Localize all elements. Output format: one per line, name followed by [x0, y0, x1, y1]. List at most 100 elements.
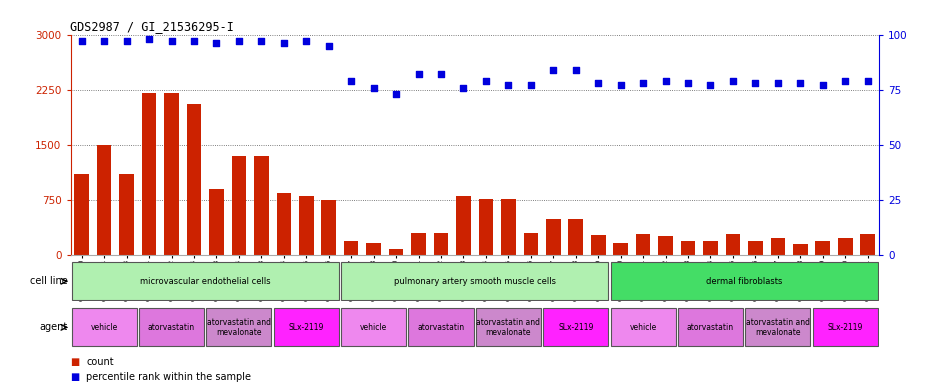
- Text: SLx-2119: SLx-2119: [827, 323, 863, 332]
- Bar: [456, 197, 471, 255]
- Bar: [546, 219, 560, 255]
- Text: agent: agent: [39, 322, 68, 333]
- Text: pulmonary artery smooth muscle cells: pulmonary artery smooth muscle cells: [394, 277, 556, 286]
- Bar: [344, 241, 358, 255]
- Point: [590, 80, 605, 86]
- Bar: [433, 233, 448, 255]
- Text: ■: ■: [70, 357, 80, 367]
- Bar: [412, 233, 426, 255]
- Point: [748, 80, 763, 86]
- FancyBboxPatch shape: [409, 308, 474, 346]
- Bar: [569, 219, 583, 255]
- Point: [860, 78, 875, 84]
- Bar: [254, 156, 269, 255]
- Point: [658, 78, 673, 84]
- Point: [726, 78, 741, 84]
- Point: [478, 78, 494, 84]
- Point: [142, 36, 157, 42]
- Text: atorvastatin and
mevalonate: atorvastatin and mevalonate: [745, 318, 810, 337]
- Point: [681, 80, 696, 86]
- Point: [231, 38, 246, 44]
- Bar: [299, 197, 314, 255]
- Bar: [524, 233, 538, 255]
- Bar: [614, 243, 628, 255]
- Bar: [187, 104, 201, 255]
- Bar: [860, 234, 875, 255]
- Point: [635, 80, 650, 86]
- Bar: [726, 234, 740, 255]
- FancyBboxPatch shape: [71, 262, 338, 300]
- FancyBboxPatch shape: [139, 308, 204, 346]
- Text: SLx-2119: SLx-2119: [289, 323, 324, 332]
- Bar: [501, 199, 516, 255]
- Bar: [74, 174, 89, 255]
- Bar: [748, 242, 762, 255]
- Bar: [658, 236, 673, 255]
- FancyBboxPatch shape: [71, 308, 136, 346]
- Point: [209, 40, 224, 46]
- Text: vehicle: vehicle: [90, 323, 118, 332]
- Bar: [389, 250, 403, 255]
- Bar: [635, 234, 650, 255]
- Bar: [816, 242, 830, 255]
- FancyBboxPatch shape: [611, 262, 878, 300]
- Bar: [793, 243, 807, 255]
- Bar: [838, 238, 853, 255]
- Text: atorvastatin and
mevalonate: atorvastatin and mevalonate: [477, 318, 540, 337]
- Point: [186, 38, 201, 44]
- Point: [97, 38, 112, 44]
- FancyBboxPatch shape: [543, 308, 608, 346]
- Point: [299, 38, 314, 44]
- Point: [703, 82, 718, 88]
- Point: [366, 84, 382, 91]
- Point: [254, 38, 269, 44]
- Point: [321, 43, 337, 49]
- Text: vehicle: vehicle: [630, 323, 657, 332]
- FancyBboxPatch shape: [341, 308, 406, 346]
- Bar: [703, 242, 718, 255]
- Text: microvascular endothelial cells: microvascular endothelial cells: [140, 277, 271, 286]
- Text: atorvastatin: atorvastatin: [417, 323, 464, 332]
- Text: percentile rank within the sample: percentile rank within the sample: [86, 372, 252, 382]
- Point: [524, 82, 539, 88]
- Point: [771, 80, 786, 86]
- Text: GDS2987 / GI_21536295-I: GDS2987 / GI_21536295-I: [70, 20, 234, 33]
- Text: atorvastatin: atorvastatin: [148, 323, 196, 332]
- Bar: [231, 156, 246, 255]
- Bar: [681, 242, 696, 255]
- Point: [838, 78, 853, 84]
- Bar: [97, 145, 112, 255]
- Text: atorvastatin and
mevalonate: atorvastatin and mevalonate: [207, 318, 271, 337]
- Point: [546, 67, 561, 73]
- Point: [388, 91, 403, 97]
- FancyBboxPatch shape: [678, 308, 743, 346]
- Text: vehicle: vehicle: [360, 323, 387, 332]
- Point: [74, 38, 89, 44]
- FancyBboxPatch shape: [476, 308, 540, 346]
- Point: [501, 82, 516, 88]
- FancyBboxPatch shape: [207, 308, 272, 346]
- Text: count: count: [86, 357, 114, 367]
- FancyBboxPatch shape: [813, 308, 878, 346]
- Text: cell line: cell line: [30, 276, 68, 286]
- Point: [164, 38, 180, 44]
- Point: [792, 80, 807, 86]
- Text: SLx-2119: SLx-2119: [558, 323, 593, 332]
- Point: [613, 82, 628, 88]
- FancyBboxPatch shape: [274, 308, 338, 346]
- Point: [276, 40, 291, 46]
- Bar: [142, 93, 156, 255]
- Point: [456, 84, 471, 91]
- Bar: [591, 235, 605, 255]
- Bar: [321, 200, 336, 255]
- Bar: [367, 243, 381, 255]
- Text: atorvastatin: atorvastatin: [687, 323, 734, 332]
- Bar: [119, 174, 133, 255]
- Bar: [164, 93, 179, 255]
- Point: [344, 78, 359, 84]
- Point: [815, 82, 830, 88]
- Text: ■: ■: [70, 372, 80, 382]
- Point: [411, 71, 426, 78]
- Bar: [771, 238, 785, 255]
- Bar: [478, 199, 494, 255]
